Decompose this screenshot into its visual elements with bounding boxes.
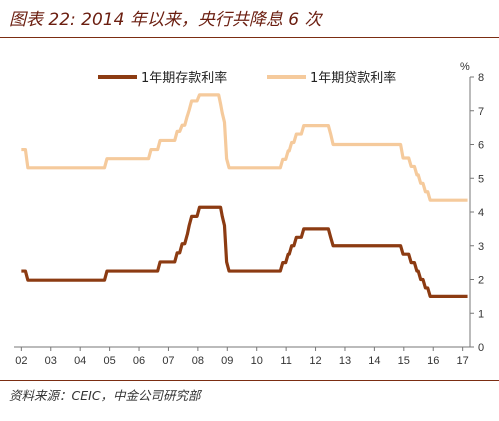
legend-label-lending-rate: 1年期贷款利率 [310,70,396,86]
x-tick-label: 08 [192,355,204,367]
x-tick-label: 12 [309,355,321,367]
x-tick-label: 17 [457,355,469,367]
series-group [21,93,468,298]
y-axis-unit-label: % [460,61,470,73]
x-tick-label: 05 [103,355,115,367]
y-tick-label: 5 [478,173,484,185]
figure-title: 图表 22: 2014 年以来，央行共降息 6 次 [9,10,322,30]
y-tick-label: 6 [478,140,484,152]
legend: 1年期存款利率 1年期贷款利率 [98,70,396,86]
y-tick-label: 7 [478,106,484,118]
x-tick-label: 09 [221,355,233,367]
x-tick-label: 04 [74,355,86,367]
source-rule [0,380,499,381]
source-note: 资料来源：CEIC，中金公司研究部 [9,388,201,403]
x-tick-label: 16 [427,355,439,367]
x-tick-label: 13 [339,355,351,367]
y-tick-label: 3 [478,241,484,253]
x-tick-label: 07 [162,355,174,367]
x-tick-label: 15 [398,355,410,367]
y-tick-label: 0 [478,342,484,354]
y-tick-label: 1 [478,308,484,320]
axes: 02 03 04 05 06 07 08 09 10 11 12 13 14 15 16 1701234567… [14,72,484,367]
title-rule [0,37,499,38]
x-tick-label: 03 [45,355,57,367]
y-tick-label: 8 [478,72,484,84]
legend-label-deposit-rate: 1年期存款利率 [141,70,227,86]
y-tick-label: 2 [478,275,484,287]
x-tick-label: 06 [133,355,145,367]
x-tick-label: 14 [368,355,380,367]
y-tick-label: 4 [478,207,484,219]
x-tick-label: 10 [251,355,263,367]
series-line-deposit-rate [21,205,468,298]
x-tick-label: 02 [15,355,27,367]
x-tick-label: 11 [280,355,291,367]
series-line-lending-rate [21,93,468,202]
